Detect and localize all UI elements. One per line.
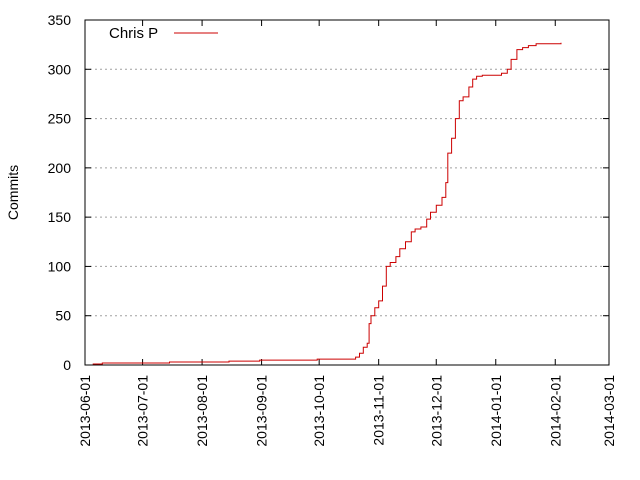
x-tick-label: 2014-01-01	[488, 375, 504, 447]
y-tick-label: 300	[48, 61, 72, 77]
x-tick-label: 2013-09-01	[254, 375, 270, 447]
y-axis-ticks: 0 50 100 150 200 250 300 350	[48, 12, 609, 373]
y-tick-label: 350	[48, 12, 72, 28]
legend-label-chris-p: Chris P	[109, 25, 158, 42]
x-tick-label: 2013-06-01	[77, 375, 93, 447]
y-tick-label: 0	[63, 357, 71, 373]
x-tick-label: 2013-12-01	[428, 375, 444, 447]
y-tick-label: 250	[48, 111, 72, 127]
x-tick-label: 2013-08-01	[194, 375, 210, 447]
x-tick-label: 2014-03-01	[601, 375, 617, 447]
grid-lines	[85, 68, 609, 317]
series-line-chris-p	[92, 42, 562, 365]
y-tick-label: 200	[48, 160, 72, 176]
y-tick-label: 100	[48, 258, 72, 274]
x-tick-label: 2013-10-01	[311, 375, 327, 447]
plot-area-border	[84, 19, 610, 366]
y-tick-label: 50	[55, 308, 71, 324]
x-tick-label: 2013-07-01	[135, 375, 151, 447]
y-tick-label: 150	[48, 209, 72, 225]
x-tick-label: 2014-02-01	[547, 375, 563, 447]
x-axis-ticks: 2013-06-01 2013-07-01 2013-08-01 2013-09-01…	[77, 20, 617, 447]
y-axis-title: Commits	[5, 165, 21, 220]
x-tick-label: 2013-11-01	[371, 375, 387, 446]
legend: Chris P	[109, 25, 218, 42]
